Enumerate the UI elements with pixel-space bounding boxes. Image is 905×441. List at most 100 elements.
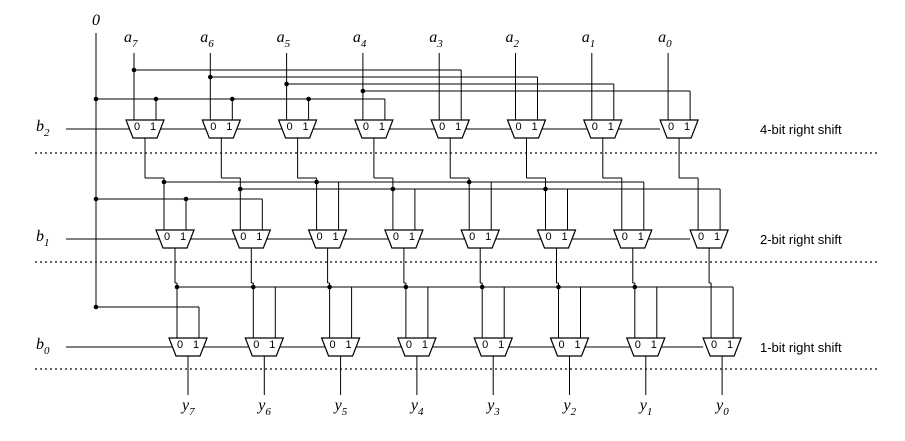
- mux-stage-0-0: [125, 119, 165, 139]
- mux-pin-0-stage-0-7: 0: [668, 121, 674, 133]
- mux-pin-1-stage-0-0: 1: [150, 121, 156, 133]
- mux-pin-0-stage-1-5: 0: [545, 231, 551, 243]
- mux-pin-1-stage-1-1: 1: [256, 231, 262, 243]
- zero-tap-dot-stage-0-2: [306, 96, 311, 102]
- select-label-b1: b1: [36, 228, 50, 249]
- mux-stage-0-7: [659, 119, 699, 139]
- mux-pin-0-stage-1-0: 0: [164, 231, 170, 243]
- input-label-a5-subscript: 5: [285, 38, 291, 50]
- output-label-y0-subscript: 0: [723, 406, 729, 418]
- select-label-b2-subscript: 2: [44, 127, 50, 139]
- mux-pin-1-stage-2-4: 1: [498, 339, 504, 351]
- input-label-a0: a0: [658, 29, 672, 50]
- mux-pin-0-stage-0-5: 0: [515, 121, 521, 133]
- output-label-y1: y1: [638, 397, 653, 418]
- mux-stage-0-6: [582, 119, 623, 139]
- mux-pin-1-stage-0-3: 1: [379, 121, 385, 133]
- mux-pin-0-stage-2-0: 0: [177, 339, 183, 351]
- mux-pin-0-stage-2-4: 0: [482, 339, 488, 351]
- input-label-a6: a6: [200, 29, 214, 50]
- zero-tap-dot-stage-1-0: [183, 196, 189, 202]
- mux-stage-2-7: [702, 337, 742, 357]
- mux-pin-1-stage-2-0: 1: [193, 339, 199, 351]
- input-label-a7-subscript: 7: [132, 38, 138, 50]
- mux-pin-1-stage-1-7: 1: [714, 231, 720, 243]
- mux-pin-0-stage-0-3: 0: [363, 121, 369, 133]
- input-label-a1-subscript: 1: [590, 38, 596, 50]
- mux-pin-1-stage-0-1: 1: [226, 121, 232, 133]
- mux-pin-0-stage-1-4: 0: [469, 231, 475, 243]
- select-label-b1-subscript: 1: [44, 237, 50, 249]
- mux-stage-1-4: [460, 229, 501, 249]
- mux-pin-1-stage-2-2: 1: [346, 339, 352, 351]
- output-label-y4-subscript: 4: [418, 406, 424, 418]
- mux-pin-0-stage-2-6: 0: [635, 339, 641, 351]
- mux-pin-1-stage-1-6: 1: [638, 231, 644, 243]
- mux-pin-1-stage-1-4: 1: [485, 231, 491, 243]
- mux-pin-0-stage-2-7: 0: [711, 339, 717, 351]
- mux-pin-1-stage-2-1: 1: [269, 339, 275, 351]
- mux-stage-1-6: [612, 229, 653, 249]
- mux-stage-1-1: [231, 229, 272, 249]
- mux-pin-1-stage-2-3: 1: [422, 339, 428, 351]
- junction-dot-stage-0-0: [131, 67, 137, 73]
- mux-pin-1-stage-2-7: 1: [727, 339, 733, 351]
- output-label-y7: y7: [180, 397, 195, 418]
- input-label-a0-subscript: 0: [666, 38, 672, 50]
- mux-stage-2-5: [549, 337, 590, 357]
- output-label-y0: y0: [714, 397, 729, 418]
- mux-stage-0-4: [430, 119, 471, 139]
- zero-tap-dot-stage-0-1: [230, 96, 235, 102]
- input-label-a1: a1: [582, 29, 596, 50]
- select-label-b2: b2: [36, 118, 50, 139]
- zero-junction-dot-stage-2: [93, 304, 99, 310]
- mux-stage-2-0: [168, 337, 208, 357]
- junction-dot-stage-0-3: [360, 88, 366, 94]
- mux-pin-0-stage-0-1: 0: [210, 121, 216, 133]
- junction-dot-stage-0-1: [208, 74, 213, 80]
- mux-stage-1-7: [689, 229, 729, 249]
- mux-stage-2-4: [473, 337, 514, 357]
- input-label-a2-subscript: 2: [514, 38, 520, 50]
- mux-pin-0-stage-2-3: 0: [406, 339, 412, 351]
- mux-pin-0-stage-1-7: 0: [698, 231, 704, 243]
- input-label-a4-subscript: 4: [361, 38, 367, 50]
- mux-pin-0-stage-2-2: 0: [330, 339, 336, 351]
- mux-pin-0-stage-0-4: 0: [439, 121, 445, 133]
- output-label-y6: y6: [256, 397, 271, 418]
- output-label-y2-subscript: 2: [571, 406, 577, 418]
- mux-pin-1-stage-1-2: 1: [333, 231, 339, 243]
- zero-tap-dot-stage-0-0: [153, 96, 159, 102]
- stage-label-1: 2-bit right shift: [760, 232, 842, 247]
- mux-pin-1-stage-1-0: 1: [180, 231, 186, 243]
- mux-stage-2-1: [244, 337, 285, 357]
- output-label-y5-subscript: 5: [342, 406, 348, 418]
- output-label-y6-subscript: 6: [265, 406, 271, 418]
- input-label-a3: a3: [429, 29, 443, 50]
- mux-stage-2-2: [320, 337, 361, 357]
- mux-pin-1-stage-0-5: 1: [531, 121, 537, 133]
- mux-pin-1-stage-0-7: 1: [684, 121, 690, 133]
- mux-stage-2-6: [625, 337, 666, 357]
- stage-label-0: 4-bit right shift: [760, 122, 842, 137]
- select-label-b0-subscript: 0: [44, 345, 50, 357]
- mux-pin-1-stage-0-6: 1: [608, 121, 614, 133]
- output-label-y4: y4: [409, 397, 424, 418]
- mux-stage-1-3: [384, 229, 424, 249]
- mux-stage-1-0: [155, 229, 195, 249]
- zero-junction-dot-stage-1: [93, 196, 99, 202]
- muxes-layer: 0 1 0 1 0 1 0 1 0 1 0 1 0 1 0 10 1 0 1 0 1 0 1 0 1 0 1 0 1 0 10 1 0 1 0 1 0 1…: [125, 119, 742, 357]
- input-label-a7: a7: [124, 29, 138, 50]
- mux-stage-0-5: [506, 119, 547, 139]
- mux-pin-0-stage-1-3: 0: [393, 231, 399, 243]
- output-label-y1-subscript: 1: [647, 406, 653, 418]
- mux-stage-0-1: [201, 119, 242, 139]
- mux-pin-0-stage-2-1: 0: [253, 339, 259, 351]
- stage-label-2: 1-bit right shift: [760, 340, 842, 355]
- input-label-a2: a2: [506, 29, 520, 50]
- mux-pin-0-stage-0-6: 0: [592, 121, 598, 133]
- zero-input-label: 0: [92, 12, 100, 29]
- mux-pin-1-stage-1-5: 1: [561, 231, 567, 243]
- junction-dot-stage-0-2: [284, 81, 289, 87]
